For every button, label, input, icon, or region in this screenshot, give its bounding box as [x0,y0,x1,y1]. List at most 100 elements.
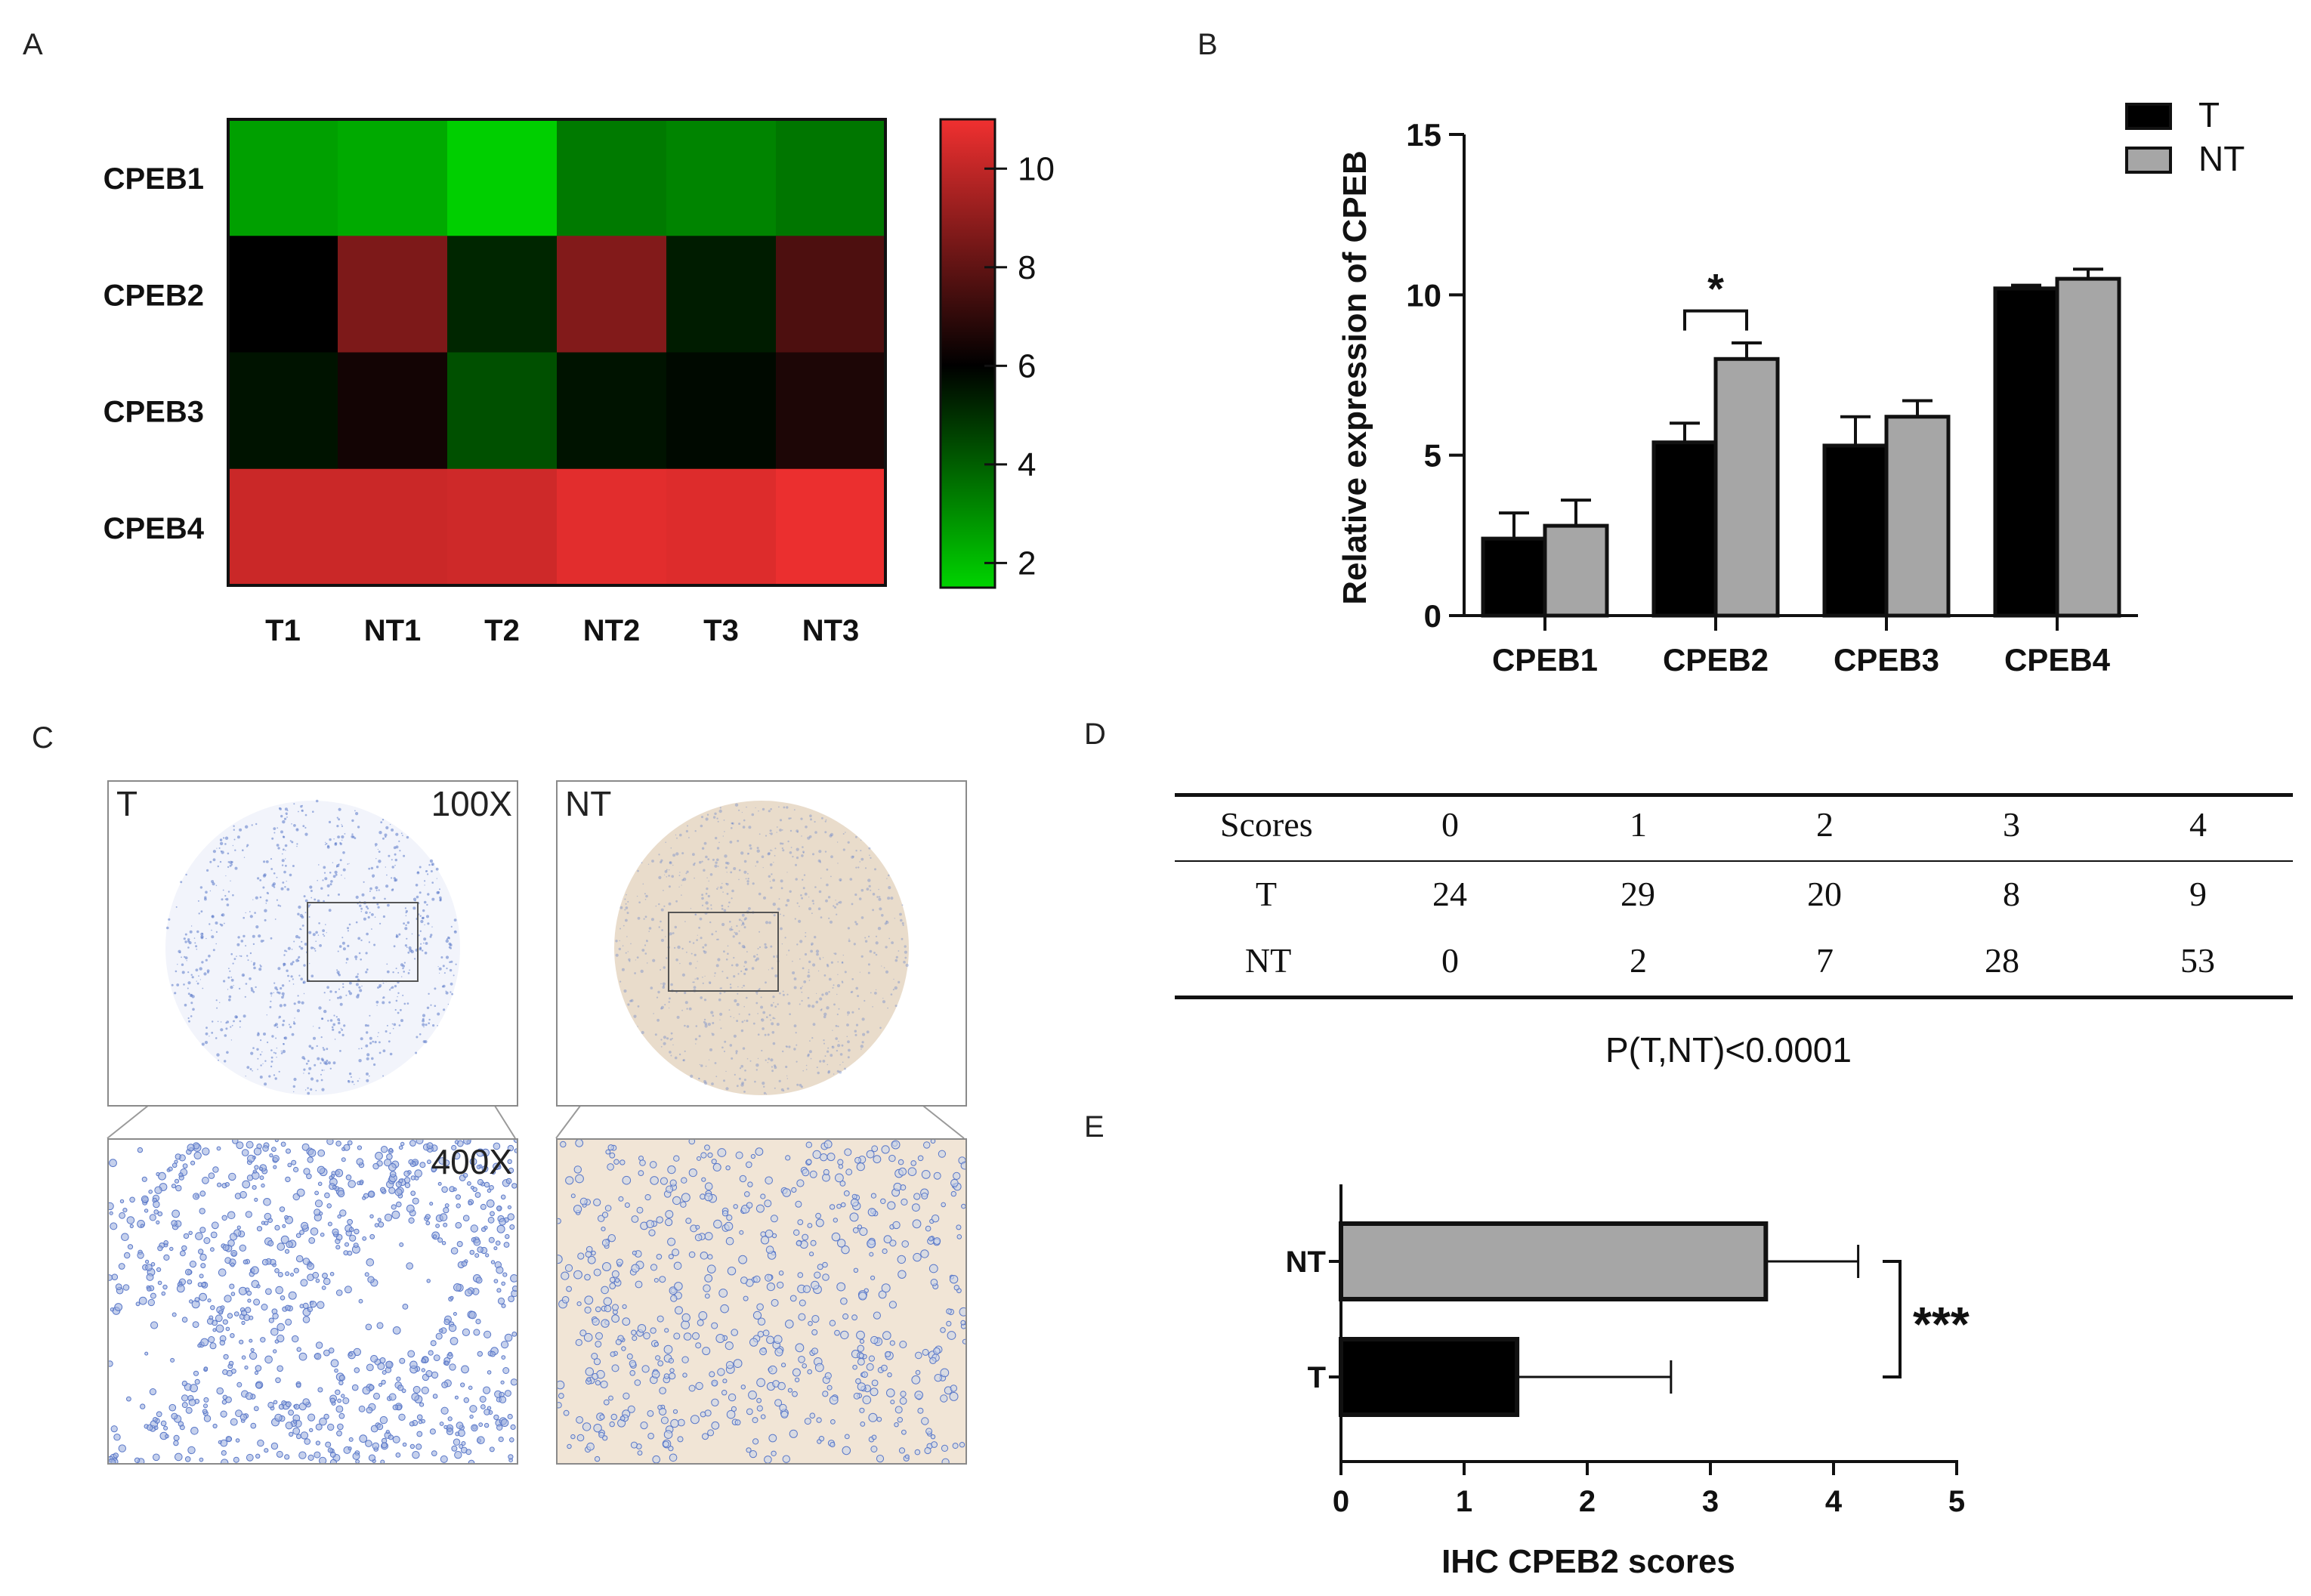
cell-nucleus [921,1417,929,1425]
cell-nucleus [716,847,720,850]
cell-nucleus [824,831,827,834]
cell-nucleus [234,1193,242,1199]
cell-nucleus [692,853,695,857]
cell-nucleus [377,1036,378,1038]
cell-nucleus [323,1413,329,1420]
cell-nucleus [337,1190,345,1198]
cell-nucleus [665,936,666,937]
cell-nucleus [185,1406,193,1414]
cell-nucleus [437,966,439,968]
cell-nucleus [749,1338,758,1347]
cell-nucleus [768,810,771,813]
cell-nucleus [323,872,326,874]
cell-nucleus [369,1014,371,1017]
cell-nucleus [747,878,749,880]
cell-nucleus [604,1304,612,1313]
cell-nucleus [770,886,773,889]
cell-nucleus [419,946,422,949]
cell-nucleus [669,1038,672,1041]
cell-nucleus [254,912,256,914]
cell-nucleus [609,1421,615,1428]
cell-nucleus [664,1328,669,1333]
cell-nucleus [773,862,774,863]
cell-nucleus [731,1406,737,1412]
cell-nucleus [272,1155,280,1162]
cell-nucleus [647,863,650,865]
cell-nucleus [847,1040,850,1044]
cell-nucleus [431,864,434,866]
cell-nucleus [366,1057,369,1060]
cell-nucleus [752,1022,755,1025]
cell-nucleus [394,864,396,866]
cell-nucleus [734,999,737,1003]
cell-nucleus [899,912,902,916]
cell-nucleus [324,844,326,845]
cell-nucleus [655,905,657,907]
cell-nucleus [673,1155,680,1162]
cell-nucleus [940,1394,948,1403]
cell-nucleus [864,867,867,869]
cell-nucleus [871,1145,879,1153]
cell-nucleus [778,1079,781,1082]
cell-nucleus [366,1024,369,1027]
cell-nucleus [414,958,416,960]
cell-nucleus [224,836,229,840]
cell-nucleus [381,1442,388,1449]
heatmap-cell [557,119,667,236]
cell-nucleus [837,1025,839,1027]
cell-nucleus [226,1020,230,1023]
cell-nucleus [782,993,785,996]
cell-nucleus [232,962,234,965]
cell-nucleus [743,870,747,874]
cell-nucleus [793,1229,800,1236]
cell-nucleus [220,1028,224,1032]
cell-nucleus [734,1419,741,1426]
cell-nucleus [748,1013,751,1016]
cell-nucleus [295,1382,301,1388]
cell-nucleus [324,1192,330,1199]
cell-nucleus [224,1257,232,1264]
y-axis-title: Relative expression of CPEB [1336,150,1373,605]
table-cell: 20 [1807,875,1842,913]
cell-nucleus [426,915,429,918]
cell-nucleus [878,888,879,891]
cell-nucleus [684,1001,688,1005]
cell-nucleus [444,1360,450,1366]
cell-nucleus [282,848,285,851]
cell-nucleus [785,903,788,907]
cell-nucleus [241,1149,249,1156]
cell-nucleus [773,1064,777,1067]
cell-nucleus [163,1254,170,1261]
cell-nucleus [917,1407,924,1414]
cell-nucleus [704,1274,713,1283]
cell-nucleus [246,1066,250,1069]
cell-nucleus [468,1385,473,1391]
cell-nucleus [339,1002,343,1006]
cell-nucleus [765,981,767,984]
cell-nucleus [511,1331,517,1337]
cell-nucleus [860,1045,864,1048]
cell-nucleus [205,1026,208,1030]
cell-nucleus [880,1198,886,1205]
cell-nucleus [358,1298,363,1304]
cell-nucleus [801,999,803,1002]
cell-nucleus [404,1182,411,1188]
cell-nucleus [221,913,225,917]
cell-nucleus [397,1385,404,1391]
cell-nucleus [637,1450,643,1456]
cell-nucleus [860,955,864,958]
cell-nucleus [694,1233,703,1242]
cell-nucleus [707,1023,711,1026]
cell-nucleus [311,946,314,949]
cell-nucleus [345,1175,352,1181]
cell-nucleus [144,1351,149,1356]
cell-nucleus [721,1046,724,1049]
cell-nucleus [888,1301,897,1309]
cell-nucleus [694,862,696,864]
cell-nucleus [840,1330,849,1340]
cell-nucleus [295,959,299,962]
cell-nucleus [299,914,303,918]
cell-nucleus [786,806,789,809]
cell-nucleus [742,1047,746,1050]
cell-nucleus [453,1438,461,1446]
